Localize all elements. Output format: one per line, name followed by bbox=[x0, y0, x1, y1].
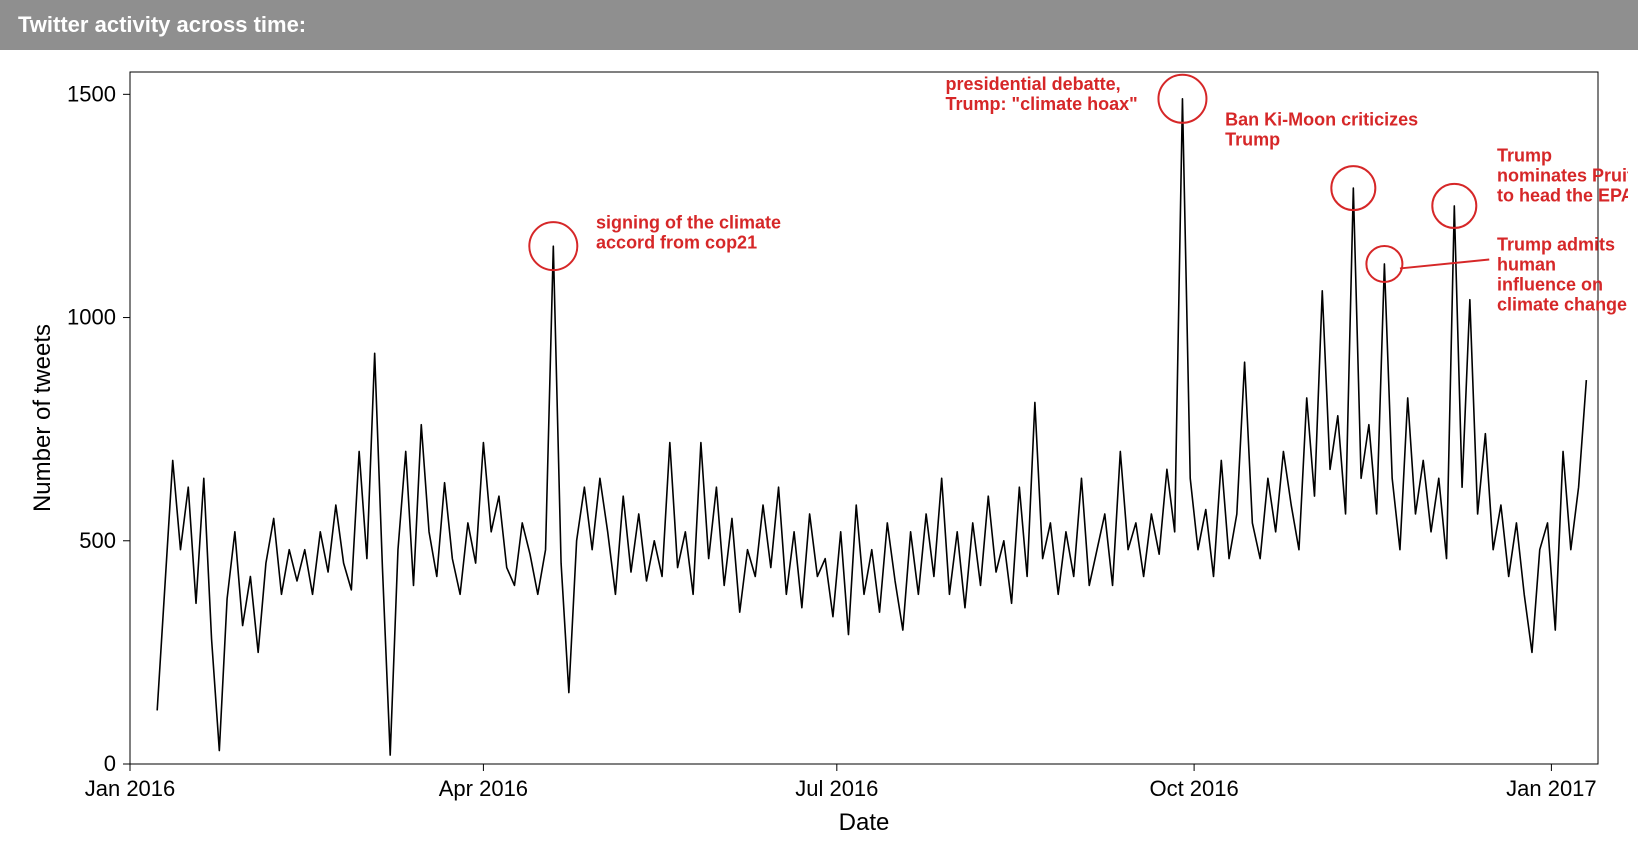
svg-text:Trump: Trump bbox=[1225, 130, 1280, 150]
twitter-activity-line-chart: 0 500 1000 1500 Jan 2016 Apr 2016 Jul 2016 Oct … bbox=[10, 54, 1628, 854]
svg-text:accord from cop21: accord from cop21 bbox=[596, 232, 757, 252]
svg-text:Trump: Trump bbox=[1497, 145, 1552, 165]
chart-container: 0 500 1000 1500 Jan 2016 Apr 2016 Jul 2016 Oct … bbox=[0, 50, 1638, 864]
svg-text:presidential debatte,: presidential debatte, bbox=[946, 74, 1121, 94]
svg-text:climate change: climate change bbox=[1497, 295, 1627, 315]
svg-text:Oct 2016: Oct 2016 bbox=[1149, 776, 1238, 801]
svg-text:Trump admits: Trump admits bbox=[1497, 235, 1615, 255]
svg-text:Number of tweets: Number of tweets bbox=[29, 324, 56, 512]
svg-text:Jul 2016: Jul 2016 bbox=[795, 776, 878, 801]
svg-text:1000: 1000 bbox=[67, 305, 116, 330]
svg-text:Date: Date bbox=[839, 809, 890, 836]
header-title: Twitter activity across time: bbox=[18, 12, 306, 37]
svg-text:Trump: "climate hoax": Trump: "climate hoax" bbox=[946, 94, 1138, 114]
svg-text:Apr 2016: Apr 2016 bbox=[439, 776, 528, 801]
svg-text:to head the EPA: to head the EPA bbox=[1497, 185, 1628, 205]
svg-text:Jan 2017: Jan 2017 bbox=[1506, 776, 1597, 801]
svg-text:signing of the climate: signing of the climate bbox=[596, 212, 781, 232]
svg-text:nominates Pruitt: nominates Pruitt bbox=[1497, 165, 1628, 185]
svg-text:500: 500 bbox=[79, 528, 116, 553]
svg-text:Jan 2016: Jan 2016 bbox=[85, 776, 176, 801]
svg-text:human: human bbox=[1497, 255, 1556, 275]
header-bar: Twitter activity across time: bbox=[0, 0, 1638, 50]
svg-text:0: 0 bbox=[104, 751, 116, 776]
svg-text:Ban Ki-Moon criticizes: Ban Ki-Moon criticizes bbox=[1225, 110, 1418, 130]
svg-text:1500: 1500 bbox=[67, 81, 116, 106]
svg-text:influence on: influence on bbox=[1497, 275, 1603, 295]
